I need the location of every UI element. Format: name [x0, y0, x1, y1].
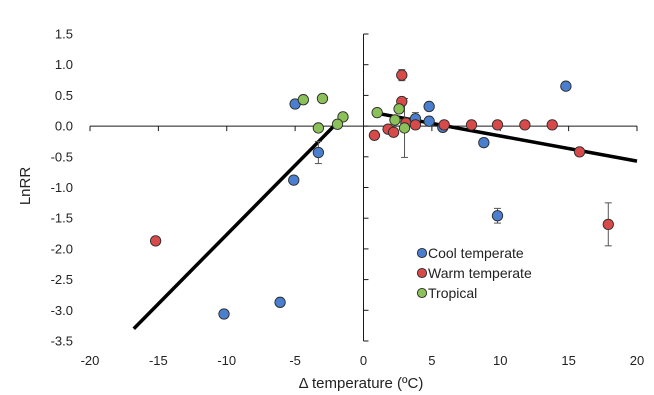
- x-tick-label: 15: [561, 353, 575, 368]
- y-tick-label: -3.5: [51, 334, 73, 349]
- point-tropical: [331, 118, 344, 130]
- point-warm-temperate: [491, 119, 504, 131]
- y-tick-label: 1.0: [55, 57, 73, 72]
- y-tick-label: -1.5: [51, 211, 73, 226]
- legend-label-tropical: Tropical: [428, 285, 477, 301]
- trendline: [132, 115, 345, 330]
- point-tropical: [312, 122, 325, 134]
- point-warm-temperate: [396, 69, 408, 81]
- point-cool-temperate: [274, 296, 286, 308]
- point-warm-temperate: [387, 126, 400, 138]
- y-tick-label: -2.5: [51, 272, 73, 287]
- y-tick-label: 0.5: [55, 88, 73, 103]
- point-tropical: [297, 94, 309, 106]
- x-tick-label: -10: [217, 353, 236, 368]
- x-tick-label: -20: [81, 353, 100, 368]
- y-tick-label: 0.0: [55, 119, 73, 134]
- point-tropical: [398, 122, 411, 134]
- x-tick-label: -15: [149, 353, 168, 368]
- legend-label-cool-temperate: Cool temperate: [428, 245, 524, 261]
- point-cool-temperate: [491, 210, 504, 222]
- y-tick-label: 1.5: [55, 27, 73, 42]
- axes: 1.5 1.0 0.5 0.0 -0.5 -1.0 -1.5 -2.0 -2.5 -3.0 -3.5…: [51, 27, 645, 369]
- point-cool-temperate: [423, 100, 435, 113]
- point-cool-temperate: [288, 174, 300, 186]
- y-tick-label: -0.5: [51, 149, 73, 164]
- x-tick-label: 20: [630, 353, 644, 368]
- trendline: [379, 112, 638, 163]
- point-cool-temperate: [218, 308, 230, 320]
- legend-label-warm-temperate: Warm temperate: [428, 265, 532, 281]
- point-tropical: [371, 106, 383, 119]
- point-warm-temperate: [368, 129, 381, 141]
- y-axis-title: LnRR: [17, 167, 34, 206]
- point-warm-temperate: [149, 235, 162, 247]
- x-tick-label: 0: [360, 353, 367, 368]
- point-warm-temperate: [602, 218, 614, 230]
- point-cool-temperate: [478, 137, 490, 149]
- legend-marker-tropical: [416, 287, 428, 299]
- point-warm-temperate: [438, 119, 450, 131]
- point-tropical: [389, 114, 401, 126]
- point-tropical: [393, 103, 405, 115]
- point-warm-temperate: [573, 146, 586, 158]
- y-tick-label: -3.0: [51, 303, 73, 318]
- point-cool-temperate: [423, 115, 435, 127]
- x-tick-label: 10: [493, 353, 507, 368]
- point-tropical: [316, 92, 329, 105]
- y-tick-label: -1.0: [51, 180, 73, 195]
- point-cool-temperate: [560, 80, 572, 92]
- error-bars: [314, 69, 612, 247]
- x-axis-title: Δ temperature (ºC): [299, 375, 424, 392]
- point-cool-temperate: [312, 146, 325, 159]
- point-warm-temperate: [409, 119, 422, 131]
- point-warm-temperate: [546, 119, 558, 131]
- y-tick-label: -2.0: [51, 241, 73, 256]
- legend-marker-cool-temperate: [416, 247, 428, 259]
- data-points: [149, 69, 614, 320]
- point-warm-temperate: [519, 119, 531, 131]
- legend-marker-warm-temperate: [416, 267, 428, 279]
- legend: Cool temperate Warm temperate Tropical: [416, 245, 532, 301]
- trendlines: [132, 112, 638, 330]
- point-warm-temperate: [465, 119, 478, 131]
- x-tick-label: 5: [428, 353, 435, 368]
- x-tick-label: -5: [289, 353, 301, 368]
